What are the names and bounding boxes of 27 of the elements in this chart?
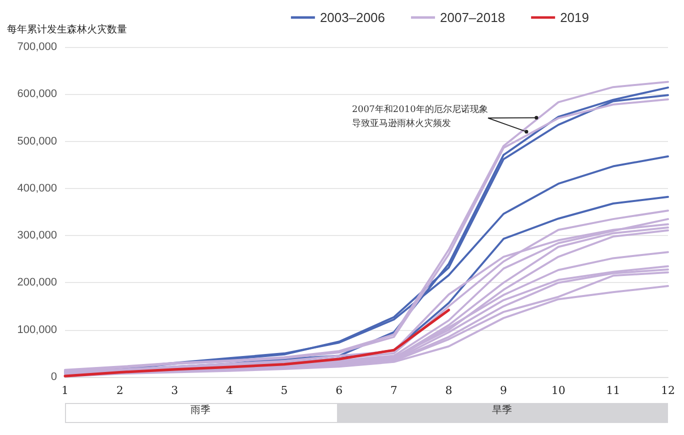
legend-label: 2007–2018 (440, 10, 506, 25)
legend-label: 2019 (560, 10, 589, 25)
y-tick-label: 300,000 (17, 230, 57, 242)
x-tick-label: 7 (390, 384, 398, 397)
x-tick-label: 8 (445, 384, 452, 397)
y-tick-label: 700,000 (17, 41, 57, 53)
x-tick-label: 6 (336, 384, 343, 397)
y-tick-label: 400,000 (17, 182, 57, 194)
text: 雨季 (190, 404, 212, 418)
y-tick-label: 500,000 (17, 135, 57, 148)
x-tick-label: 5 (280, 384, 288, 397)
x-tick-label: 4 (226, 384, 233, 397)
y-tick-label: 200,000 (17, 276, 57, 289)
y-tick-label: 100,000 (17, 324, 57, 336)
x-tick-label: 11 (606, 384, 620, 397)
legend-label: 2003–2006 (320, 10, 386, 25)
x-tick-label: 9 (500, 384, 508, 397)
x-tick-label: 1 (62, 384, 68, 397)
y-axis-title: 每年累计发生森林火灾数量 (7, 24, 127, 36)
text: 旱季 (336, 403, 668, 423)
annotation: 2007年和2010年的厄尔尼诺现象导致亚马逊雨林火灾频发 (352, 104, 489, 131)
x-tick-label: 12 (661, 384, 675, 397)
y-tick-label: 600,000 (17, 88, 57, 100)
x-tick-label: 3 (171, 384, 178, 397)
x-tick-label: 10 (551, 384, 566, 397)
x-tick-label: 2 (116, 384, 124, 397)
y-tick-label: 0 (50, 371, 57, 383)
